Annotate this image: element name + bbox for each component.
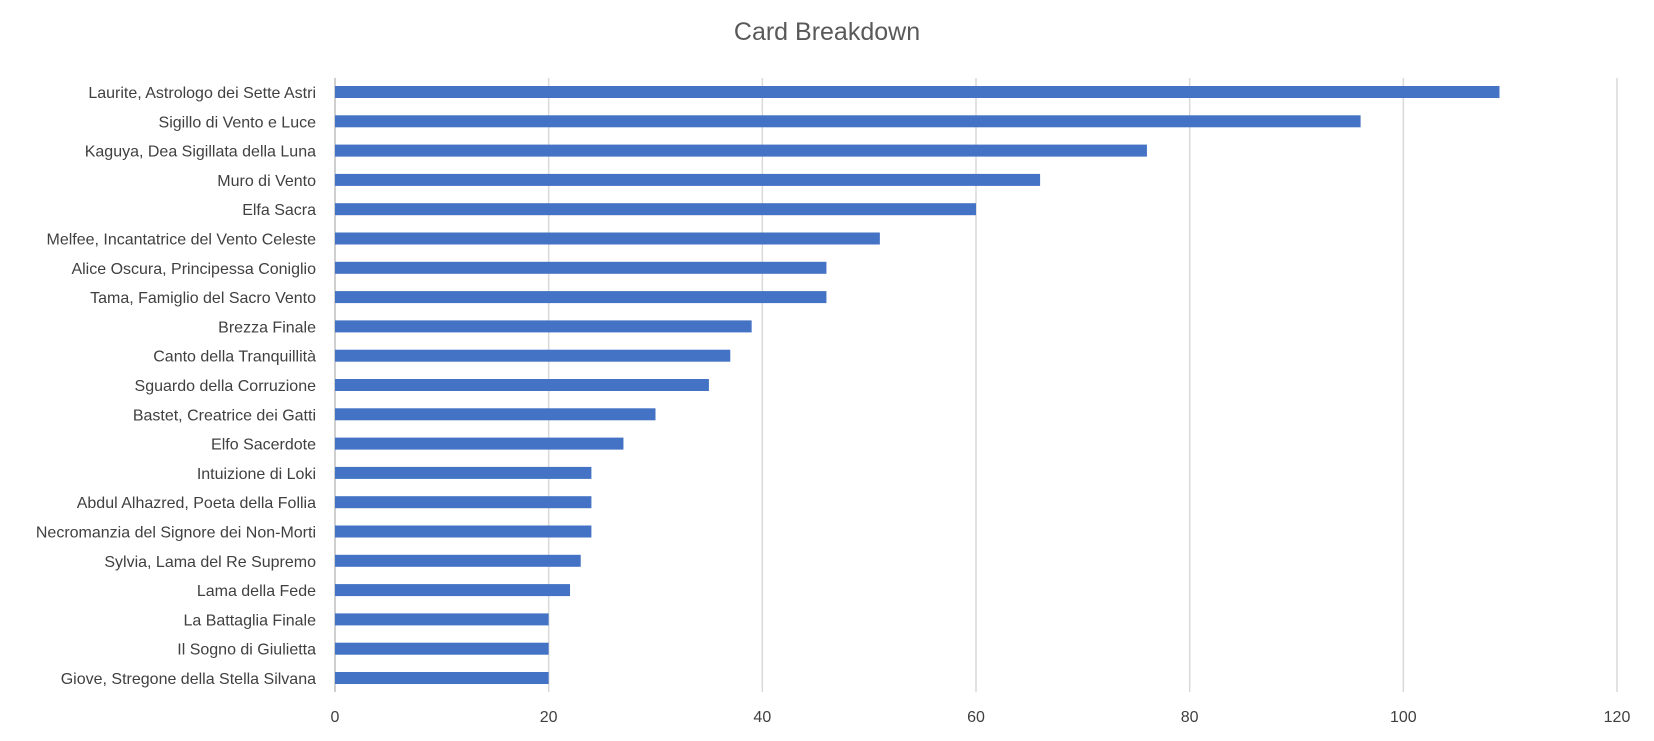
bar: [335, 554, 581, 567]
bar: [335, 496, 592, 509]
category-label: Alice Oscura, Principessa Coniglio: [71, 261, 316, 278]
bar: [335, 525, 592, 538]
bar: [335, 291, 827, 304]
category-labels: Laurite, Astrologo dei Sette Astri Sigill…: [36, 85, 316, 688]
bar: [335, 261, 827, 274]
category-label: Muro di Vento: [217, 173, 316, 190]
bar: [335, 379, 709, 391]
category-label: Elfo Sacerdote: [211, 437, 316, 454]
bar: [335, 613, 549, 626]
bar: [335, 86, 1500, 98]
x-tick-label: 80: [1181, 709, 1199, 726]
x-tick-label: 20: [540, 709, 558, 726]
bar: [335, 115, 1361, 128]
bar: [335, 203, 976, 216]
bars: [335, 86, 1500, 684]
bar: [335, 642, 549, 655]
category-label: Tama, Famiglio del Sacro Vento: [90, 290, 316, 307]
x-tick-label: 100: [1390, 709, 1417, 726]
category-label: Canto della Tranquillità: [153, 349, 316, 366]
category-label: Lama della Fede: [197, 583, 316, 600]
category-label: Abdul Alhazred, Poeta della Follia: [77, 495, 316, 512]
bar: [335, 437, 624, 450]
chart-title: Card Breakdown: [733, 18, 921, 46]
category-label: Giove, Stregone della Stella Silvana: [61, 671, 316, 688]
x-tick-label: 60: [967, 709, 985, 726]
x-tick-label: 0: [331, 709, 340, 726]
category-label: Melfee, Incantatrice del Vento Celeste: [47, 232, 317, 249]
category-label: Sylvia, Lama del Re Supremo: [104, 554, 316, 571]
bar: [335, 466, 592, 479]
category-label: La Battaglia Finale: [183, 612, 316, 629]
bar: [335, 349, 731, 362]
category-label: Sigillo di Vento e Luce: [159, 114, 317, 131]
category-label: Bastet, Creatrice dei Gatti: [133, 407, 316, 424]
bar: [335, 672, 549, 684]
bar: [335, 144, 1147, 157]
x-tick-label: 120: [1604, 709, 1631, 726]
x-tick-label: 40: [753, 709, 771, 726]
bar: [335, 173, 1041, 186]
category-label: Sguardo della Corruzione: [135, 378, 317, 395]
category-label: Brezza Finale: [218, 319, 316, 336]
category-label: Laurite, Astrologo dei Sette Astri: [88, 85, 316, 102]
bar: [335, 584, 571, 597]
category-label: Kaguya, Dea Sigillata della Luna: [85, 144, 316, 161]
bar: [335, 320, 752, 333]
category-label: Necromanzia del Signore dei Non-Morti: [36, 525, 316, 542]
x-axis-tick-labels: 0 20 40 60 80 100 120: [331, 709, 1631, 726]
category-label: Elfa Sacra: [242, 202, 316, 219]
bar: [335, 232, 880, 245]
category-label: Intuizione di Loki: [197, 466, 316, 483]
bar: [335, 408, 656, 421]
category-label: Il Sogno di Giulietta: [177, 642, 316, 659]
